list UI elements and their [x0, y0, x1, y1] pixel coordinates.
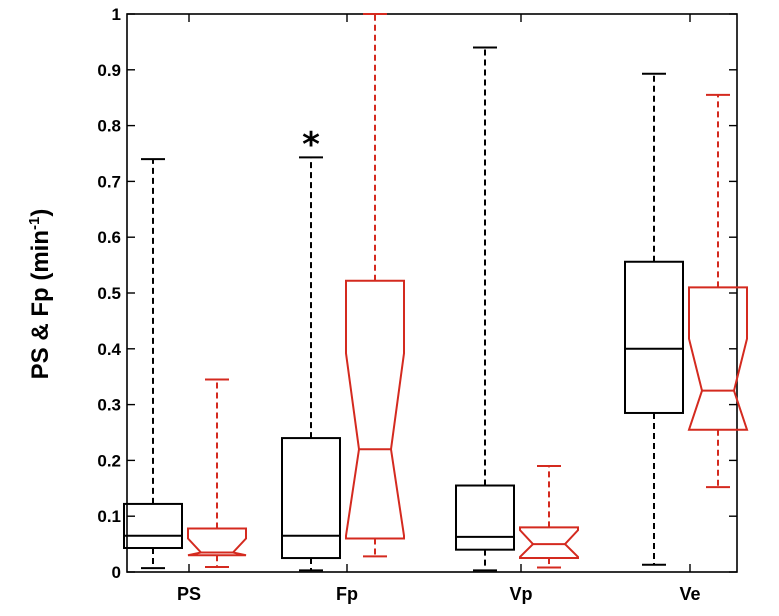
box-body	[455, 484, 515, 551]
box-fp-group-2	[345, 13, 405, 558]
notched-box	[687, 286, 749, 431]
significance-asterisk: *	[302, 125, 320, 165]
y-tick-label: 0.6	[97, 228, 121, 247]
y-tick-label: 0.3	[97, 396, 121, 415]
notched-box	[187, 527, 247, 557]
y-axis: 0 0.1 0.2 0.3 0.4 0.5 0.6 0.7 0.8 0.9 1	[97, 5, 737, 582]
y-tick-label: 0.1	[97, 507, 121, 526]
plot-frame	[126, 13, 738, 573]
box-body	[123, 502, 183, 550]
y-axis-label: PS & Fp (min-1)	[26, 209, 54, 380]
box-vp-group-2	[519, 464, 579, 569]
y-tick-label: 0.8	[97, 117, 121, 136]
y-tick-label: 1	[112, 5, 121, 24]
box-ps-group-2	[187, 378, 247, 568]
annotations: *	[302, 125, 320, 165]
y-tick-label: 0.7	[97, 172, 121, 191]
x-category-label: Ve	[679, 584, 700, 604]
box-ve-group-2	[687, 93, 749, 489]
y-tick-label: 0.5	[97, 284, 121, 303]
notched-box	[345, 279, 405, 540]
x-category-label: Fp	[336, 584, 358, 604]
y-axis-label-suffix: )	[27, 209, 54, 217]
box-ve-group-1	[624, 72, 684, 566]
box-fp-group-1	[281, 156, 341, 572]
y-tick-label: 0.2	[97, 451, 121, 470]
box-body	[281, 437, 341, 560]
box-body	[624, 260, 684, 414]
boxes	[123, 13, 749, 572]
notched-box	[519, 526, 579, 560]
box-ps-group-1	[123, 158, 183, 570]
x-axis: PS Fp Vp Ve	[177, 14, 701, 604]
box-vp-group-1	[455, 46, 515, 572]
x-category-label: PS	[177, 584, 201, 604]
y-axis-label-main: PS & Fp (min	[27, 230, 54, 379]
y-axis-label-superscript: -1	[26, 217, 43, 230]
y-tick-label: 0	[112, 563, 121, 582]
y-tick-label: 0.4	[97, 340, 121, 359]
y-tick-label: 0.9	[97, 61, 121, 80]
plot-border	[126, 13, 738, 573]
x-category-label: Vp	[509, 584, 532, 604]
